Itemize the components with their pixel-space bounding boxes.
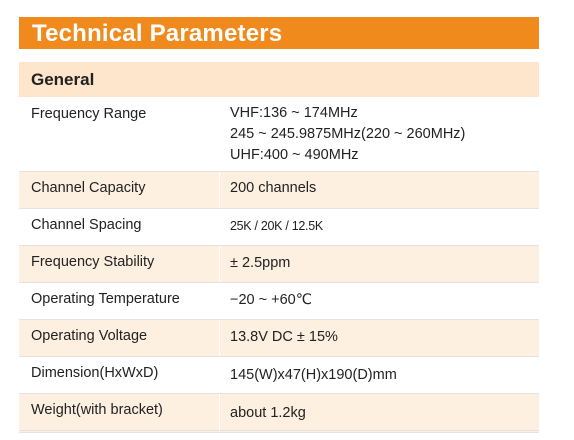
column-divider [219,394,220,432]
table-row: Channel Spacing 25K / 20K / 12.5K [19,209,539,246]
column-divider [219,320,220,356]
row-value: −20 ~ +60℃ [230,292,313,308]
row-label: Weight(with bracket) [31,402,163,418]
table-row: Channel Capacity 200 channels [19,172,539,209]
row-value: 200 channels [230,180,317,196]
value-line: 245 ~ 245.9875MHz(220 ~ 260MHz) [230,126,466,142]
row-label: Channel Spacing [31,217,142,233]
parameters-table: Frequency Range VHF:136 ~ 174MHz 245 ~ 2… [19,97,539,433]
table-row: Frequency Range VHF:136 ~ 174MHz 245 ~ 2… [19,97,539,172]
row-label: Frequency Stability [31,254,155,270]
title-bar: Technical Parameters [19,17,539,49]
table-row: Operating Temperature −20 ~ +60℃ [19,283,539,320]
table-bottom-rule [19,430,539,431]
column-divider [219,209,220,245]
row-value: 145(W)x47(H)x190(D)mm [230,367,397,383]
table-row: Dimension(HxWxD) 145(W)x47(H)x190(D)mm [19,357,539,394]
column-divider [219,97,220,171]
section-title: General [31,70,95,89]
row-label: Channel Capacity [31,180,146,196]
column-divider [219,172,220,208]
column-divider [219,283,220,319]
value-line: UHF:400 ~ 490MHz [230,147,359,163]
value-line: VHF:136 ~ 174MHz [230,105,358,121]
section-header: General [19,62,539,97]
row-label: Frequency Range [31,106,147,122]
row-value: about 1.2kg [230,405,306,421]
page-title: Technical Parameters [32,20,283,47]
table-row: Frequency Stability ± 2.5ppm [19,246,539,283]
table-row: Operating Voltage 13.8V DC ± 15% [19,320,539,357]
row-value: 25K / 20K / 12.5K [230,219,323,233]
row-label: Dimension(HxWxD) [31,365,159,381]
column-divider [219,246,220,282]
row-label: Operating Temperature [31,291,180,307]
row-value: 13.8V DC ± 15% [230,329,338,345]
row-value: VHF:136 ~ 174MHz 245 ~ 245.9875MHz(220 ~… [230,103,465,166]
row-value: ± 2.5ppm [230,255,291,271]
column-divider [219,357,220,393]
table-row: Weight(with bracket) about 1.2kg [19,394,539,433]
row-label: Operating Voltage [31,328,148,344]
